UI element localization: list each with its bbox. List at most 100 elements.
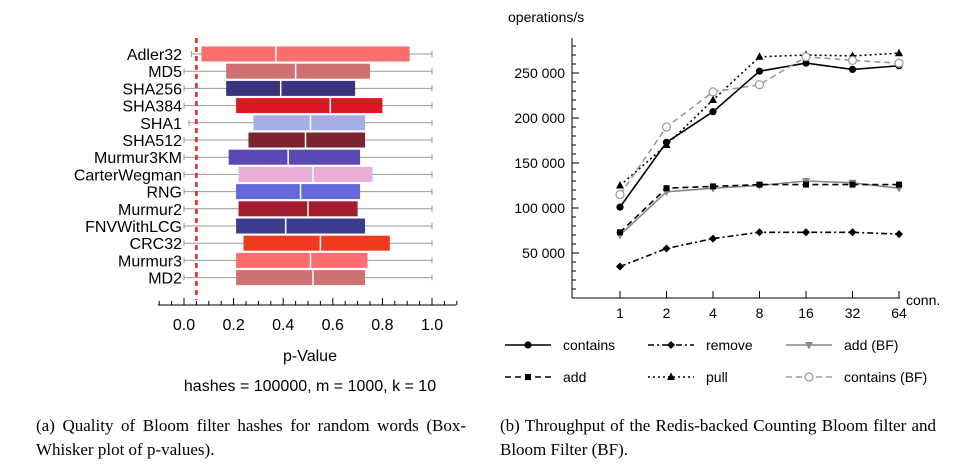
box-RNG: [183, 184, 433, 200]
marker: [847, 55, 858, 66]
y-axis-label: operations/s: [508, 9, 584, 25]
marker: [617, 229, 623, 236]
marker: [848, 228, 857, 237]
box-Murmur3: [183, 252, 433, 268]
category-label: MD5: [148, 64, 182, 81]
series-contains-bf-: [615, 52, 904, 200]
y-tick-label: 100 000: [514, 200, 565, 216]
box-Murmur3KM: [183, 149, 433, 165]
category-label: Adler32: [127, 47, 182, 64]
series-line: [619, 55, 900, 195]
x-tick-label: 0.0: [173, 317, 195, 334]
legend-label: add (BF): [844, 337, 898, 353]
category-label: MD2: [148, 271, 182, 288]
box-SHA384: [183, 98, 433, 114]
x-tick-label: 8: [756, 305, 764, 321]
legend-label: contains: [563, 337, 615, 353]
legend-label: add: [563, 369, 586, 385]
series-line: [619, 231, 900, 268]
legend-item: add: [505, 369, 586, 385]
box-CarterWegman: [183, 166, 433, 182]
marker: [710, 183, 716, 190]
marker: [895, 230, 903, 239]
box-SHA256: [183, 80, 433, 96]
legend-label: remove: [706, 337, 753, 353]
marker: [755, 67, 764, 75]
box-MD5: [183, 63, 433, 79]
box-plot-area: [183, 46, 433, 286]
category-label: SHA384: [122, 99, 182, 116]
x-tick-label: 32: [845, 305, 861, 321]
x-axis-label: p-Value: [283, 348, 337, 365]
caption-a: (a) Quality of Bloom filter hashes for r…: [36, 416, 466, 459]
y-tick-label: 250 000: [514, 65, 565, 81]
x-tick-label: 4: [709, 305, 717, 321]
x-tick-label: 2: [663, 305, 671, 321]
box-FNVWithLCG: [183, 218, 433, 234]
box-rect: [236, 252, 368, 268]
marker: [895, 48, 903, 57]
y-tick-label: 50 000: [522, 245, 565, 261]
y-tick-label: 200 000: [514, 110, 565, 126]
marker: [709, 108, 717, 116]
x-tick-label: 0.6: [322, 317, 344, 334]
series-remove: [616, 228, 903, 271]
legend: contains remove add (BF) add pull contains (B…: [505, 337, 927, 385]
box-rect: [236, 218, 366, 234]
x-tick-label: 1: [616, 305, 624, 321]
box-CRC32: [183, 235, 433, 251]
marker: [667, 341, 675, 349]
legend-label: pull: [706, 369, 728, 385]
caption-b: (b) Throughput of the Redis-backed Count…: [500, 416, 936, 459]
legend-item: remove: [648, 337, 753, 353]
category-labels: Adler32MD5SHA256SHA384SHA1SHA512Murmur3K…: [74, 47, 182, 288]
box-rect: [226, 80, 356, 96]
marker: [524, 341, 532, 349]
box-MD2: [183, 270, 433, 286]
marker: [805, 342, 813, 350]
box-rect: [238, 166, 373, 182]
category-label: SHA256: [122, 81, 182, 98]
category-label: CRC32: [130, 236, 183, 253]
box-rect: [238, 201, 358, 217]
marker: [616, 203, 624, 211]
marker: [709, 95, 717, 103]
marker: [663, 185, 670, 192]
marker: [615, 189, 625, 200]
marker: [661, 122, 672, 132]
marker: [849, 181, 856, 188]
marker: [803, 181, 809, 188]
marker: [708, 87, 718, 97]
x-tick-label: 0.8: [371, 317, 393, 334]
category-label: CarterWegman: [74, 167, 182, 184]
marker: [848, 65, 857, 73]
line-chart: operations/s conn. 50 000 100 000 150 000 2…: [505, 9, 940, 385]
box-rect: [253, 115, 366, 131]
legend-label: contains (BF): [844, 369, 927, 385]
marker: [756, 181, 763, 188]
x-tick-label: 0.4: [272, 317, 294, 334]
chart-subtitle: hashes = 100000, m = 1000, k = 10: [184, 378, 436, 395]
marker: [754, 80, 765, 90]
category-label: Murmur3KM: [94, 150, 182, 167]
x-tick-label: 16: [798, 305, 814, 321]
legend-item: contains: [505, 337, 615, 353]
marker: [802, 59, 810, 67]
marker: [804, 372, 814, 382]
series-area: [615, 48, 904, 271]
box-rect: [236, 184, 361, 200]
box-rect: [228, 149, 361, 165]
marker: [894, 58, 904, 68]
x-tick-label: 64: [891, 305, 907, 321]
box-Murmur2: [183, 201, 433, 217]
box-rect: [248, 132, 366, 148]
series-add: [617, 181, 902, 236]
marker: [662, 244, 671, 253]
box-whisker-chart: Adler32MD5SHA256SHA384SHA1SHA512Murmur3K…: [74, 38, 458, 395]
series-line: [619, 183, 899, 233]
x-tick-label: 1.0: [421, 317, 443, 334]
marker: [525, 374, 531, 380]
marker: [616, 181, 624, 189]
legend-item: contains (BF): [786, 369, 927, 385]
